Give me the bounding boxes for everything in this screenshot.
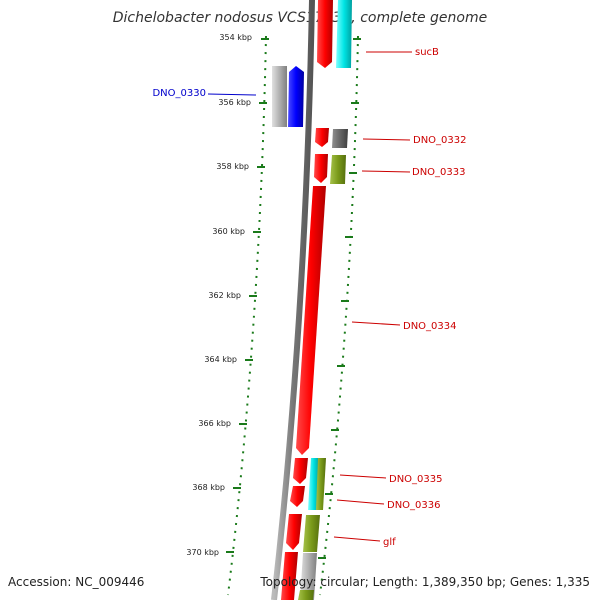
inner-tick-marks: [318, 38, 361, 559]
gene-feature-dark-gray: [332, 129, 348, 148]
tick-label: 358 kbp: [216, 162, 249, 171]
forward-strand-red-genes: [281, 0, 333, 600]
gene-feature-cyan: [336, 0, 352, 68]
tick-label: 362 kbp: [208, 291, 241, 300]
gene-feature-cyan: [308, 458, 319, 510]
gene-label-dno-0334[interactable]: DNO_0334: [403, 321, 457, 332]
genome-backbone: [271, 0, 315, 600]
inner-dotted-ruler: [319, 35, 359, 596]
gene-feature-olive: [303, 515, 320, 552]
label-leaders: [207, 51, 412, 542]
tick-label: 354 kbp: [219, 33, 252, 42]
gene-feature-red: [315, 128, 329, 147]
tick-labels: 354 kbp 356 kbp 358 kbp 360 kbp 362 kbp …: [186, 33, 252, 557]
gene-label-dno-0336[interactable]: DNO_0336: [387, 500, 441, 511]
map-title: Dichelobacter nodosus VCS1703A, complete…: [112, 10, 488, 26]
genome-info-footer: Topology: circular; Length: 1,389,350 bp…: [260, 575, 590, 589]
gene-feature-red: [281, 552, 298, 600]
gene-feature-olive: [330, 155, 346, 184]
tick-label: 356 kbp: [218, 98, 251, 107]
outer-dotted-ruler: [227, 35, 267, 596]
gene-feature-red: [290, 486, 305, 507]
gene-feature-gray: [272, 66, 287, 127]
leader-dno-0334: [351, 321, 401, 326]
gene-label-dno-0332[interactable]: DNO_0332: [413, 135, 467, 146]
outer-dotted-arc: [227, 35, 267, 596]
tick-label: 364 kbp: [204, 355, 237, 364]
tick-label: 366 kbp: [198, 419, 231, 428]
leader-dno-0333: [361, 170, 411, 173]
gene-label-sucb[interactable]: sucB: [415, 47, 439, 58]
gene-feature-red: [314, 154, 328, 183]
gene-feature-olive: [298, 590, 314, 600]
leader-dno-0330: [207, 93, 257, 96]
gene-feature-olive: [316, 458, 326, 510]
gene-feature-red: [286, 514, 302, 550]
gene-label-glf[interactable]: glf: [383, 537, 396, 548]
gene-feature-gray: [300, 553, 317, 600]
accession-footer: Accession: NC_009446: [8, 575, 145, 589]
gene-feature-red: [293, 458, 308, 484]
leader-glf: [333, 536, 381, 542]
tick-label: 360 kbp: [212, 227, 245, 236]
leader-dno-0335: [339, 474, 387, 479]
tick-label: 368 kbp: [192, 483, 225, 492]
outer-tick-marks: [226, 38, 269, 553]
gene-label-dno-0333[interactable]: DNO_0333: [412, 167, 466, 178]
inner-dotted-arc: [319, 35, 359, 596]
gene-label-dno-0330[interactable]: DNO_0330: [152, 88, 206, 99]
reverse-strand-features: [272, 66, 304, 127]
gene-feature-dno-0334: [296, 186, 326, 455]
gene-label-dno-0335[interactable]: DNO_0335: [389, 474, 443, 485]
leader-dno-0332: [362, 138, 411, 141]
leader-dno-0336: [336, 499, 385, 505]
forward-strand-colored-genes: [298, 0, 352, 600]
gene-feature-dno-0330: [288, 66, 304, 127]
gene-feature-red: [317, 0, 333, 68]
tick-label: 370 kbp: [186, 548, 219, 557]
gene-labels: sucB DNO_0330 DNO_0332 DNO_0333 DNO_0334…: [152, 47, 466, 548]
